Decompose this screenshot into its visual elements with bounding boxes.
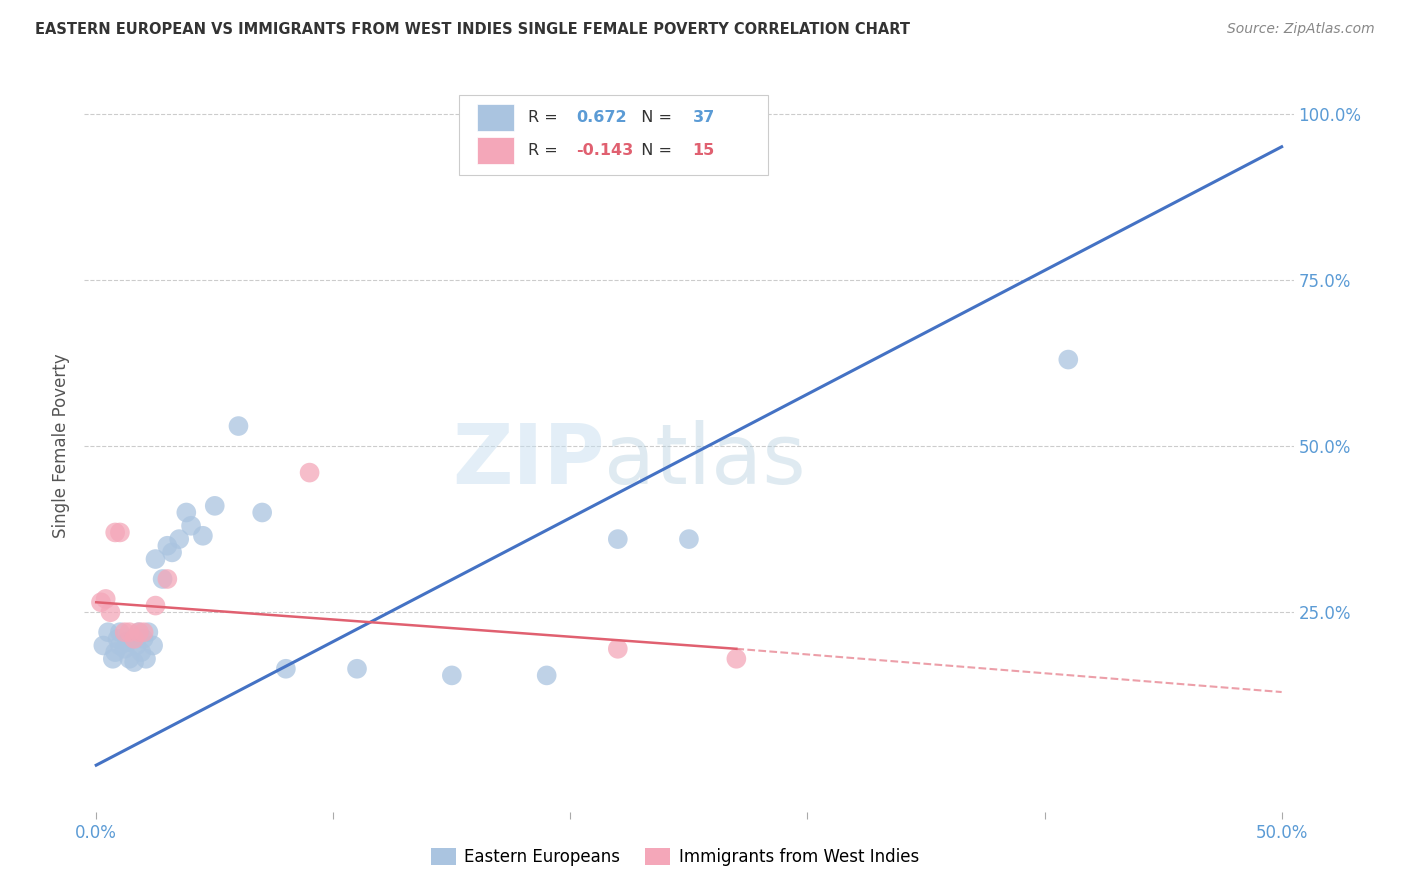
- Point: [108, 525, 131, 540]
- Point: [142, 639, 165, 653]
- FancyBboxPatch shape: [478, 103, 513, 131]
- Point: [108, 639, 131, 653]
- Point: [160, 545, 183, 559]
- Point: [204, 499, 226, 513]
- Point: [122, 632, 145, 646]
- Text: N =: N =: [631, 110, 678, 125]
- Point: [125, 639, 148, 653]
- Point: [725, 652, 748, 666]
- Point: [536, 668, 558, 682]
- Text: 0.672: 0.672: [576, 110, 627, 125]
- FancyBboxPatch shape: [460, 95, 768, 176]
- Point: [678, 532, 700, 546]
- Point: [180, 518, 202, 533]
- Text: Source: ZipAtlas.com: Source: ZipAtlas.com: [1227, 22, 1375, 37]
- Text: -0.143: -0.143: [576, 143, 634, 158]
- Point: [145, 599, 167, 613]
- Point: [156, 572, 179, 586]
- Point: [100, 605, 122, 619]
- Text: EASTERN EUROPEAN VS IMMIGRANTS FROM WEST INDIES SINGLE FEMALE POVERTY CORRELATIO: EASTERN EUROPEAN VS IMMIGRANTS FROM WEST…: [35, 22, 910, 37]
- Point: [176, 506, 198, 520]
- Point: [156, 539, 179, 553]
- Point: [250, 506, 273, 520]
- Point: [138, 625, 160, 640]
- Text: R =: R =: [529, 143, 562, 158]
- Point: [135, 652, 157, 666]
- Point: [145, 552, 167, 566]
- Point: [101, 652, 124, 666]
- Point: [274, 662, 297, 676]
- Point: [129, 645, 152, 659]
- Point: [121, 632, 143, 646]
- Point: [108, 625, 131, 640]
- Point: [118, 652, 141, 666]
- Point: [298, 466, 321, 480]
- Text: 15: 15: [693, 143, 714, 158]
- Point: [114, 641, 136, 656]
- Y-axis label: Single Female Poverty: Single Female Poverty: [52, 354, 70, 538]
- Point: [440, 668, 463, 682]
- Point: [132, 632, 155, 646]
- Text: ZIP: ZIP: [451, 420, 605, 501]
- Point: [606, 641, 628, 656]
- Point: [118, 625, 141, 640]
- Point: [107, 632, 129, 646]
- Point: [115, 635, 138, 649]
- FancyBboxPatch shape: [478, 136, 513, 164]
- Text: R =: R =: [529, 110, 562, 125]
- Point: [128, 625, 150, 640]
- Point: [1057, 352, 1080, 367]
- Point: [104, 645, 127, 659]
- Point: [152, 572, 174, 586]
- Point: [346, 662, 368, 676]
- Point: [114, 625, 136, 640]
- Point: [128, 625, 150, 640]
- Text: 37: 37: [693, 110, 714, 125]
- Point: [132, 625, 155, 640]
- Text: atlas: atlas: [605, 420, 806, 501]
- Legend: Eastern Europeans, Immigrants from West Indies: Eastern Europeans, Immigrants from West …: [423, 840, 927, 875]
- Point: [122, 655, 145, 669]
- Point: [94, 591, 117, 606]
- Point: [606, 532, 628, 546]
- Point: [90, 595, 112, 609]
- Point: [167, 532, 190, 546]
- Point: [97, 625, 120, 640]
- Point: [91, 639, 114, 653]
- Point: [191, 529, 214, 543]
- Point: [104, 525, 127, 540]
- Text: N =: N =: [631, 143, 678, 158]
- Point: [228, 419, 250, 434]
